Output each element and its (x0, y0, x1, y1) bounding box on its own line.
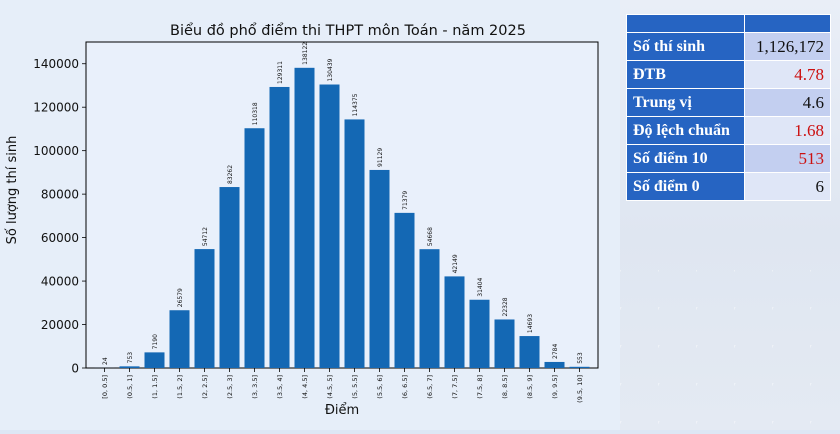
x-tick-label: (2, 2.5] (201, 375, 209, 399)
bar (145, 352, 165, 368)
bar-value-label: 753 (127, 352, 134, 364)
x-tick-label: (6.5, 7] (426, 375, 434, 399)
bar (570, 367, 590, 368)
x-ticks-group: [0, 0.5] (0.5, 1] (1, 1.5] (1.5, 2] (2, 2.5]… (101, 368, 584, 403)
stat-label: Độ lệch chuẩn (627, 117, 745, 145)
x-tick-label: (2.5, 3] (226, 375, 234, 399)
stat-label: Số điểm 10 (627, 145, 745, 173)
y-tick-label: 120000 (33, 101, 79, 115)
x-tick-label: (1, 1.5] (151, 375, 159, 399)
stat-row-std-dev: Độ lệch chuẩn 1.68 (627, 117, 831, 145)
bar-value-label: 2784 (552, 343, 559, 358)
stat-value: 4.78 (745, 61, 831, 89)
bar-value-label: 54668 (427, 227, 434, 246)
y-tick-label: 80000 (41, 188, 79, 202)
bar-value-label: 129311 (277, 61, 284, 84)
chart-svg: Biểu đồ phổ điểm thi THPT môn Toán - năm… (0, 0, 620, 430)
stat-row-median: Trung vị 4.6 (627, 89, 831, 117)
bar (220, 187, 240, 368)
bar-value-label: 42149 (452, 254, 459, 273)
bar (470, 300, 490, 368)
x-tick-label: (9.5, 10] (576, 375, 584, 403)
y-ticks-group: 0 20000 40000 60000 80000 100000 120000 140000 (33, 57, 86, 375)
bar (420, 249, 440, 368)
bar (320, 85, 340, 368)
bar-value-label: 138122 (302, 42, 309, 65)
stat-value: 4.6 (745, 89, 831, 117)
x-tick-label: (6, 6.5] (401, 375, 409, 399)
x-tick-label: [0, 0.5] (101, 375, 109, 399)
bar (345, 119, 365, 368)
decorative-grid (620, 270, 840, 430)
bar (495, 319, 515, 368)
bar-value-label: 26579 (177, 288, 184, 307)
stat-value: 513 (745, 145, 831, 173)
y-tick-label: 0 (71, 362, 79, 376)
y-tick-label: 140000 (33, 57, 79, 71)
bar (120, 366, 140, 368)
stat-row-candidates: Số thí sinh 1,126,172 (627, 33, 831, 61)
bar-value-label: 83262 (227, 165, 234, 184)
bar (245, 128, 265, 368)
bar-value-label: 71379 (402, 191, 409, 210)
bar (170, 310, 190, 368)
stat-row-score-10: Số điểm 10 513 (627, 145, 831, 173)
bar-value-label: 7190 (152, 334, 159, 349)
statistics-header-row (627, 15, 831, 33)
bar (195, 249, 215, 368)
x-tick-label: (4.5, 5] (326, 375, 334, 399)
x-axis-label: Điểm (325, 403, 359, 418)
stat-value: 6 (745, 173, 831, 201)
stat-value: 1.68 (745, 117, 831, 145)
bar (270, 87, 290, 368)
bar (445, 276, 465, 368)
bar-value-label: 31404 (477, 277, 484, 296)
bar-value-label: 114375 (352, 93, 359, 116)
y-axis-label: Số lượng thí sinh (5, 136, 20, 245)
bar (370, 170, 390, 368)
bar-value-label: 553 (577, 352, 584, 364)
stat-row-score-0: Số điểm 0 6 (627, 173, 831, 201)
statistics-table: Số thí sinh 1,126,172 ĐTB 4.78 Trung vị … (626, 14, 831, 201)
bar-value-label: 24 (102, 357, 109, 365)
bar (395, 213, 415, 368)
x-tick-label: (8.5, 9] (526, 375, 534, 399)
chart-title: Biểu đồ phổ điểm thi THPT môn Toán - năm… (170, 22, 526, 39)
stat-label: ĐTB (627, 61, 745, 89)
bar-value-label: 22328 (502, 297, 509, 316)
plot-area (86, 42, 598, 368)
x-tick-label: (7, 7.5] (451, 375, 459, 399)
stat-label: Trung vị (627, 89, 745, 117)
x-tick-label: (8, 8.5] (501, 375, 509, 399)
bar-value-label: 91129 (377, 148, 384, 167)
bar (520, 336, 540, 368)
stat-value: 1,126,172 (745, 33, 831, 61)
x-tick-label: (9, 9.5] (551, 375, 559, 399)
x-tick-label: (4, 4.5] (301, 375, 309, 399)
y-tick-label: 60000 (41, 231, 79, 245)
bar-value-label: 14693 (527, 314, 534, 333)
stat-row-average: ĐTB 4.78 (627, 61, 831, 89)
x-tick-label: (0.5, 1] (126, 375, 134, 399)
x-tick-label: (5.5, 6] (376, 375, 384, 399)
statistics-header-right (745, 15, 831, 33)
y-tick-label: 40000 (41, 275, 79, 289)
bar-value-label: 54712 (202, 227, 209, 246)
score-distribution-chart: Biểu đồ phổ điểm thi THPT môn Toán - năm… (0, 0, 620, 430)
stat-label: Số điểm 0 (627, 173, 745, 201)
x-tick-label: (3.5, 4] (276, 375, 284, 399)
bar-value-label: 110318 (252, 102, 259, 125)
x-tick-label: (3, 3.5] (251, 375, 259, 399)
y-tick-label: 20000 (41, 318, 79, 332)
y-tick-label: 100000 (33, 144, 79, 158)
x-tick-label: (7.5, 8] (476, 375, 484, 399)
x-tick-label: (5, 5.5] (351, 375, 359, 399)
bar (295, 68, 315, 368)
x-tick-label: (1.5, 2] (176, 375, 184, 399)
bar (545, 362, 565, 368)
bar-value-label: 130439 (327, 58, 334, 81)
stat-label: Số thí sinh (627, 33, 745, 61)
statistics-header-left (627, 15, 745, 33)
